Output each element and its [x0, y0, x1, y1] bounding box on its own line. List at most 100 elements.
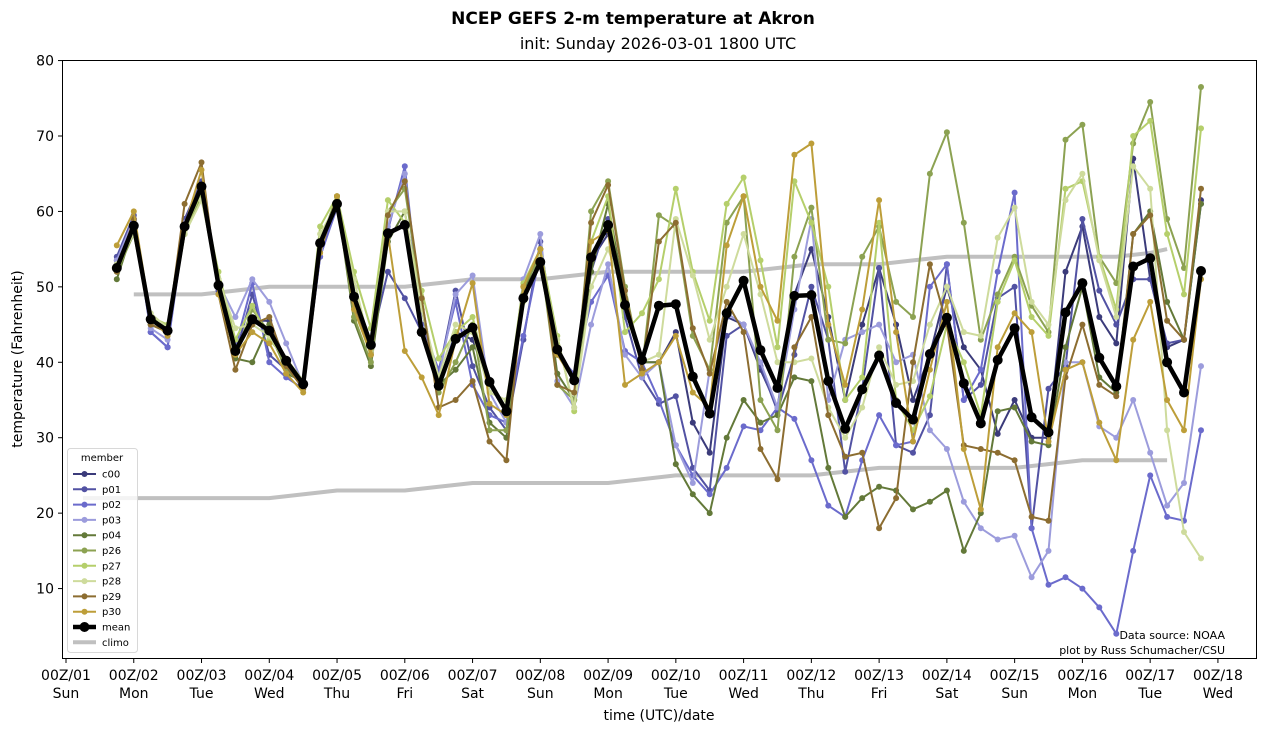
point-p30: [842, 381, 849, 388]
x-tick-label-time: 00Z/14: [922, 668, 972, 684]
point-p27: [960, 359, 967, 366]
x-tick-label-day: Wed: [728, 686, 759, 702]
point-c00: [960, 344, 967, 351]
point-p01: [876, 265, 883, 271]
point-p30: [486, 400, 493, 407]
x-tick-label-time: 00Z/01: [41, 668, 91, 684]
point-p04: [1164, 298, 1171, 305]
point-p04: [113, 276, 120, 283]
point-p01: [926, 412, 933, 419]
point-p28: [808, 355, 815, 362]
point-mean: [874, 350, 885, 361]
point-p02: [706, 491, 713, 498]
point-p03: [283, 340, 290, 347]
point-p29: [791, 344, 798, 351]
x-tick-label-time: 00Z/06: [380, 668, 430, 684]
point-p27: [249, 302, 256, 309]
point-p26: [842, 340, 849, 347]
legend: member c00 p01 p02 p03 p04 p26 p27 p28 p29 p30 mea…: [67, 448, 138, 653]
point-p02: [655, 397, 662, 403]
x-tick-label-day: Tue: [189, 686, 214, 702]
point-p02: [1113, 630, 1120, 637]
point-p27: [842, 397, 849, 403]
point-p04: [723, 434, 730, 441]
point-c00: [1011, 397, 1018, 403]
point-p04: [960, 547, 967, 554]
point-p28: [1028, 298, 1035, 305]
point-p04: [706, 510, 713, 517]
point-mean: [349, 291, 359, 302]
y-tick-label: 20: [36, 506, 54, 522]
point-p28: [893, 381, 900, 388]
point-p04: [1011, 404, 1018, 411]
climo-line-lower: [82, 458, 1168, 501]
y-tick-label: 80: [36, 54, 54, 70]
point-p03: [1045, 547, 1052, 554]
point-p01: [401, 295, 408, 302]
point-p01: [1113, 321, 1120, 328]
point-p26: [1062, 136, 1069, 143]
point-p02: [994, 268, 1001, 275]
point-mean: [924, 349, 935, 359]
point-p30: [910, 438, 916, 445]
point-p30: [622, 381, 628, 388]
point-p29: [689, 325, 696, 332]
point-p30: [1130, 336, 1137, 343]
point-p29: [588, 219, 595, 226]
x-tick-label-time: 00Z/10: [651, 668, 701, 684]
point-p28: [740, 231, 747, 237]
point-p30: [130, 208, 137, 215]
source-note: Data source: NOAA: [1119, 629, 1225, 642]
point-p03: [605, 261, 612, 268]
point-p02: [401, 163, 408, 170]
point-mean: [569, 375, 580, 386]
point-p30: [469, 280, 476, 287]
point-p29: [1079, 321, 1086, 328]
point-p01: [1096, 287, 1103, 294]
point-p29: [910, 359, 916, 366]
point-p04: [825, 464, 832, 471]
point-p04: [1062, 344, 1069, 351]
point-mean: [247, 314, 258, 325]
legend-item-p01: p01: [73, 485, 121, 496]
x-tick-label-day: Fri: [396, 686, 413, 702]
point-p26: [893, 298, 900, 305]
point-p29: [1181, 336, 1187, 343]
point-p04: [757, 419, 764, 426]
series-mean: [111, 181, 1206, 438]
point-p03: [994, 536, 1001, 543]
point-p27: [926, 393, 933, 400]
point-p29: [554, 381, 561, 388]
point-p03: [960, 498, 967, 505]
point-p29: [469, 378, 476, 385]
point-mean: [1077, 278, 1088, 289]
point-mean: [721, 308, 732, 319]
point-p26: [723, 219, 730, 226]
point-c00: [706, 449, 713, 456]
credit-note: plot by Russ Schumacher/CSU: [1059, 644, 1225, 657]
point-p04: [740, 397, 747, 403]
y-tick-label: 40: [36, 355, 54, 371]
point-p26: [452, 359, 459, 366]
legend-label: mean: [102, 623, 130, 634]
plot-frame: [62, 60, 1257, 659]
point-p26: [960, 219, 967, 226]
point-mean: [535, 257, 546, 267]
point-mean: [687, 371, 698, 382]
point-p29: [842, 453, 849, 460]
point-p28: [1181, 529, 1187, 535]
point-p03: [1147, 449, 1154, 456]
point-p29: [1113, 393, 1120, 400]
x-tick-label-day: Sun: [527, 686, 554, 702]
point-p30: [655, 359, 662, 366]
x-axis: 00Z/01 Sun 00Z/02 Mon 00Z/03 Tue 00Z/04 Wed 00Z/…: [41, 659, 1243, 702]
point-p28: [842, 434, 849, 441]
point-p04: [926, 498, 933, 505]
point-p03: [588, 321, 595, 328]
x-tick-label-day: Mon: [119, 686, 149, 702]
point-p03: [401, 170, 408, 177]
point-p30: [791, 151, 798, 158]
point-p28: [452, 321, 459, 328]
point-mean: [1009, 323, 1020, 334]
point-p27: [876, 219, 883, 226]
